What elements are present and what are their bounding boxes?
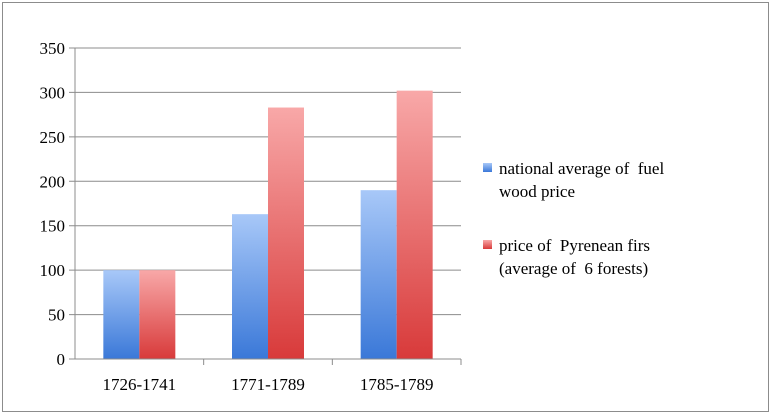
legend-label: price of Pyrenean firs [499, 236, 650, 255]
y-tick-label: 100 [40, 261, 66, 280]
y-tick-label: 150 [40, 217, 66, 236]
x-tick-label: 1771-1789 [231, 375, 305, 394]
legend-label: wood price [499, 182, 575, 201]
y-tick-label: 200 [40, 172, 66, 191]
bar [103, 270, 140, 359]
y-tick-label: 350 [40, 39, 66, 58]
legend: national average of fuel wood price price … [483, 159, 664, 278]
y-tick-label: 50 [48, 306, 65, 325]
bar-chart: 0 50 100 150 200 250 300 350 1726-1741 1771-1789… [40, 39, 665, 394]
legend-swatch [483, 163, 492, 172]
bar [232, 214, 268, 359]
x-axis-ticks: 1726-1741 1771-1789 1785-1789 [102, 359, 462, 394]
bar [396, 90, 433, 359]
y-tick-label: 250 [40, 128, 66, 147]
legend-label: (average of 6 forests) [499, 259, 648, 278]
x-tick-label: 1785-1789 [360, 375, 434, 394]
x-tick-label: 1726-1741 [102, 375, 176, 394]
legend-swatch [483, 240, 492, 249]
bars [103, 90, 433, 359]
chart-frame: 0 50 100 150 200 250 300 350 1726-1741 1771-1789… [2, 2, 769, 412]
axes [74, 48, 461, 360]
y-tick-label: 300 [40, 83, 66, 102]
y-tick-label: 0 [57, 350, 66, 369]
legend-label: national average of fuel [499, 159, 664, 178]
bar [268, 107, 304, 359]
y-axis-ticks: 0 50 100 150 200 250 300 350 [40, 39, 66, 369]
bar [139, 270, 176, 359]
bar [360, 190, 397, 359]
